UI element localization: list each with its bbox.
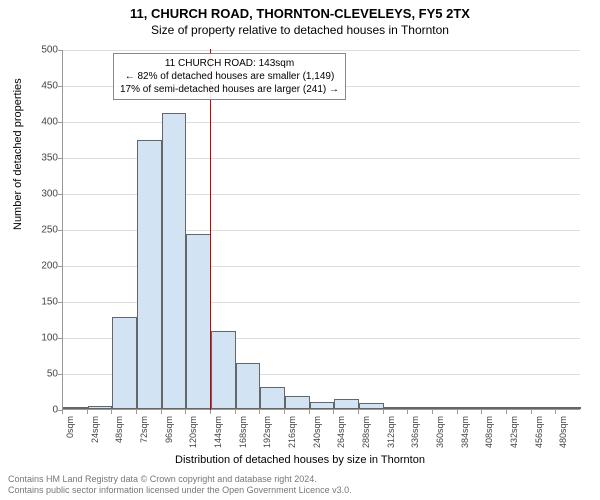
- annotation-box: 11 CHURCH ROAD: 143sqm ← 82% of detached…: [113, 53, 346, 100]
- y-tick-label: 150: [41, 297, 58, 308]
- histogram-bar: [137, 140, 162, 409]
- x-tick-mark: [62, 410, 63, 414]
- y-tick-mark: [58, 266, 62, 267]
- x-tick-mark: [358, 410, 359, 414]
- histogram-bar: [186, 234, 211, 409]
- x-tick-label: 312sqm: [386, 416, 396, 448]
- histogram-bar: [236, 363, 261, 409]
- copyright-text: Contains HM Land Registry data © Crown c…: [8, 474, 352, 496]
- histogram-bar: [162, 113, 187, 409]
- x-tick-label: 216sqm: [287, 416, 297, 448]
- histogram-bar: [359, 403, 384, 409]
- y-tick-mark: [58, 122, 62, 123]
- x-tick-label: 144sqm: [213, 416, 223, 448]
- x-tick-mark: [309, 410, 310, 414]
- annotation-line1: 11 CHURCH ROAD: 143sqm: [120, 57, 339, 70]
- y-axis-label: Number of detached properties: [12, 78, 24, 230]
- copyright-line1: Contains HM Land Registry data © Crown c…: [8, 474, 352, 485]
- y-tick-label: 500: [41, 45, 58, 56]
- x-tick-label: 432sqm: [509, 416, 519, 448]
- histogram-bar: [556, 407, 581, 409]
- histogram-bar: [260, 387, 285, 409]
- x-tick-mark: [136, 410, 137, 414]
- x-tick-mark: [432, 410, 433, 414]
- y-tick-label: 50: [47, 369, 58, 380]
- y-tick-label: 400: [41, 117, 58, 128]
- chart-title: 11, CHURCH ROAD, THORNTON-CLEVELEYS, FY5…: [0, 6, 600, 21]
- x-tick-mark: [235, 410, 236, 414]
- y-tick-label: 200: [41, 261, 58, 272]
- y-tick-label: 450: [41, 81, 58, 92]
- x-tick-label: 0sqm: [65, 416, 75, 438]
- x-tick-mark: [210, 410, 211, 414]
- y-tick-label: 250: [41, 225, 58, 236]
- y-tick-mark: [58, 230, 62, 231]
- x-tick-mark: [457, 410, 458, 414]
- x-tick-mark: [407, 410, 408, 414]
- x-tick-mark: [185, 410, 186, 414]
- chart-container: 11, CHURCH ROAD, THORNTON-CLEVELEYS, FY5…: [0, 0, 600, 500]
- x-tick-label: 336sqm: [410, 416, 420, 448]
- x-tick-label: 360sqm: [435, 416, 445, 448]
- y-tick-mark: [58, 86, 62, 87]
- x-tick-mark: [555, 410, 556, 414]
- y-tick-label: 350: [41, 153, 58, 164]
- y-tick-mark: [58, 302, 62, 303]
- x-tick-label: 384sqm: [460, 416, 470, 448]
- x-tick-mark: [259, 410, 260, 414]
- histogram-bar: [211, 331, 236, 409]
- x-tick-mark: [111, 410, 112, 414]
- x-tick-label: 288sqm: [361, 416, 371, 448]
- x-tick-mark: [506, 410, 507, 414]
- x-tick-mark: [333, 410, 334, 414]
- histogram-bar: [334, 399, 359, 409]
- y-tick-mark: [58, 158, 62, 159]
- histogram-bar: [384, 407, 409, 409]
- x-tick-label: 24sqm: [90, 416, 100, 443]
- histogram-bar: [532, 407, 557, 409]
- y-tick-mark: [58, 338, 62, 339]
- x-tick-label: 192sqm: [262, 416, 272, 448]
- histogram-bar: [88, 406, 113, 409]
- x-tick-label: 48sqm: [114, 416, 124, 443]
- histogram-bar: [482, 407, 507, 409]
- y-tick-mark: [58, 374, 62, 375]
- histogram-bar: [310, 402, 335, 409]
- x-tick-label: 240sqm: [312, 416, 322, 448]
- histogram-bar: [408, 407, 433, 409]
- x-tick-mark: [161, 410, 162, 414]
- x-tick-label: 72sqm: [139, 416, 149, 443]
- histogram-bar: [458, 407, 483, 409]
- x-tick-mark: [531, 410, 532, 414]
- y-tick-label: 300: [41, 189, 58, 200]
- histogram-bar: [433, 407, 458, 409]
- histogram-bar: [112, 317, 137, 409]
- marker-line: [210, 49, 211, 410]
- y-tick-mark: [58, 50, 62, 51]
- copyright-line2: Contains public sector information licen…: [8, 485, 352, 496]
- x-tick-mark: [383, 410, 384, 414]
- x-tick-mark: [87, 410, 88, 414]
- annotation-line3: 17% of semi-detached houses are larger (…: [120, 83, 339, 96]
- x-tick-label: 168sqm: [238, 416, 248, 448]
- x-tick-label: 456sqm: [534, 416, 544, 448]
- grid-line: [63, 122, 580, 123]
- x-axis-label: Distribution of detached houses by size …: [0, 454, 600, 466]
- histogram-bar: [285, 396, 310, 409]
- x-tick-mark: [284, 410, 285, 414]
- x-tick-label: 264sqm: [336, 416, 346, 448]
- histogram-bar: [507, 407, 532, 409]
- y-tick-mark: [58, 194, 62, 195]
- y-tick-label: 100: [41, 333, 58, 344]
- annotation-line2: ← 82% of detached houses are smaller (1,…: [120, 70, 339, 83]
- x-tick-label: 120sqm: [188, 416, 198, 448]
- x-tick-label: 408sqm: [484, 416, 494, 448]
- grid-line: [63, 50, 580, 51]
- x-tick-mark: [481, 410, 482, 414]
- histogram-bar: [63, 407, 88, 409]
- plot-area: 11 CHURCH ROAD: 143sqm ← 82% of detached…: [62, 50, 580, 410]
- x-tick-label: 96sqm: [164, 416, 174, 443]
- chart-subtitle: Size of property relative to detached ho…: [0, 23, 600, 37]
- x-tick-label: 480sqm: [558, 416, 568, 448]
